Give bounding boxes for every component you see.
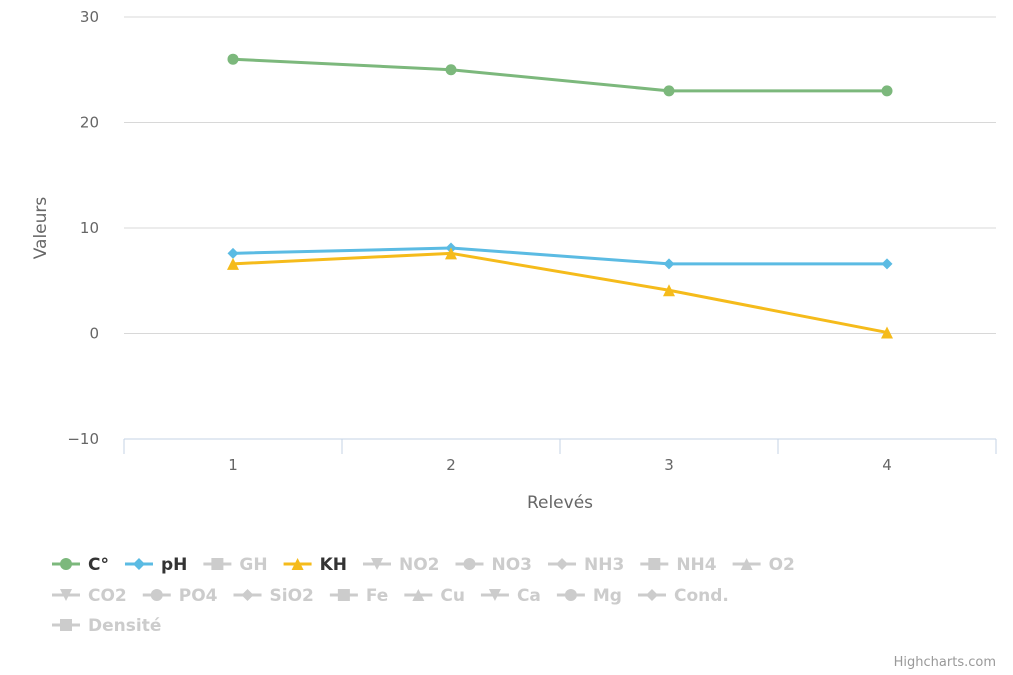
- legend-item-kh[interactable]: KH: [283, 555, 347, 575]
- legend-label: CO2: [88, 586, 127, 606]
- legend-item-nh4[interactable]: NH4: [640, 555, 717, 575]
- series-ph: [227, 242, 893, 270]
- credits-link[interactable]: Highcharts.com: [894, 655, 996, 670]
- legend-marker-icon: [648, 558, 661, 570]
- legend-label: Fe: [366, 586, 388, 606]
- legend-marker-icon: [60, 558, 72, 570]
- series-kh: [227, 247, 893, 339]
- legend-label: GH: [239, 555, 267, 575]
- legend-label: NH4: [676, 555, 716, 575]
- data-point: [881, 85, 893, 97]
- legend-marker-icon: [150, 589, 163, 601]
- y-tick-label: 0: [89, 325, 99, 343]
- legend-item-gh[interactable]: GH: [203, 555, 268, 575]
- legend-item-o2[interactable]: O2: [732, 555, 795, 575]
- series-line: [231, 246, 889, 266]
- legend-marker-icon: [488, 589, 501, 601]
- data-point: [445, 64, 457, 76]
- legend-item-no2[interactable]: NO2: [362, 555, 440, 575]
- legend[interactable]: C° pH GH KH NO2 NO3 NH3 NH4 O2 CO2 PO4 SiO2 Fe Cu Ca Mg…: [52, 555, 795, 636]
- legend-item-no3[interactable]: NO3: [455, 555, 533, 575]
- legend-marker-icon: [556, 558, 569, 570]
- y-tick-label: 10: [80, 219, 99, 237]
- legend-label: NH3: [584, 555, 624, 575]
- legend-marker-icon: [241, 589, 254, 601]
- data-point: [227, 247, 239, 259]
- series-c: [227, 53, 893, 97]
- legend-label: O2: [769, 555, 795, 575]
- x-tick-label: 3: [664, 456, 674, 474]
- legend-marker-icon: [463, 558, 476, 570]
- legend-item-densit[interactable]: Densité: [52, 616, 161, 636]
- legend-marker-icon: [740, 558, 753, 570]
- legend-label: Mg: [593, 586, 622, 606]
- legend-marker-icon: [60, 589, 72, 601]
- legend-item-cu[interactable]: Cu: [404, 586, 465, 606]
- legend-marker-icon: [645, 589, 658, 601]
- legend-label: Cond.: [674, 586, 729, 606]
- data-point: [881, 258, 893, 270]
- legend-marker-icon: [564, 589, 577, 601]
- data-point: [881, 326, 893, 339]
- legend-label: Cu: [440, 586, 465, 606]
- legend-item-ca[interactable]: Ca: [480, 586, 541, 606]
- data-point: [227, 257, 239, 270]
- data-point: [227, 53, 239, 65]
- legend-label: pH: [161, 555, 187, 575]
- y-axis-title: Valeurs: [31, 197, 51, 260]
- data-point: [445, 247, 457, 260]
- legend-item-c[interactable]: C°: [52, 555, 109, 575]
- legend-label: Densité: [88, 616, 161, 636]
- data-point: [663, 284, 675, 297]
- series-group: [227, 53, 893, 339]
- series-line: [231, 251, 889, 334]
- legend-label: KH: [320, 555, 347, 575]
- legend-label: Ca: [517, 586, 541, 606]
- x-axis: 1 2 3 4: [123, 438, 997, 474]
- legend-label: PO4: [179, 586, 218, 606]
- legend-marker-icon: [60, 619, 72, 631]
- y-tick-label: 20: [80, 114, 99, 132]
- y-axis-ticks: −10 0 10 20 30: [67, 8, 99, 448]
- y-tick-label: −10: [67, 430, 99, 448]
- legend-item-sio2[interactable]: SiO2: [233, 586, 314, 606]
- grid-lines: [124, 16, 996, 334]
- legend-item-co2[interactable]: CO2: [52, 586, 127, 606]
- legend-marker-icon: [370, 558, 383, 570]
- x-tick-label: 1: [228, 456, 238, 474]
- legend-marker-icon: [211, 558, 224, 570]
- series-line: [231, 57, 889, 93]
- legend-marker-icon: [337, 589, 350, 601]
- legend-item-ph[interactable]: pH: [124, 555, 187, 575]
- legend-item-po4[interactable]: PO4: [142, 586, 218, 606]
- legend-item-cond[interactable]: Cond.: [637, 586, 729, 606]
- y-tick-label: 30: [80, 8, 99, 26]
- legend-label: NO2: [399, 555, 440, 575]
- x-tick-label: 4: [882, 456, 892, 474]
- legend-item-mg[interactable]: Mg: [556, 586, 622, 606]
- x-axis-title: Relevés: [527, 493, 593, 513]
- legend-marker-icon: [132, 558, 145, 570]
- legend-label: SiO2: [270, 586, 314, 606]
- x-tick-label: 2: [446, 456, 456, 474]
- legend-item-nh3[interactable]: NH3: [548, 555, 624, 575]
- legend-marker-icon: [291, 558, 304, 570]
- data-point: [663, 258, 675, 270]
- legend-item-fe[interactable]: Fe: [329, 586, 388, 606]
- data-point: [663, 85, 675, 97]
- legend-label: C°: [88, 555, 109, 575]
- legend-marker-icon: [412, 589, 425, 601]
- legend-label: NO3: [492, 555, 533, 575]
